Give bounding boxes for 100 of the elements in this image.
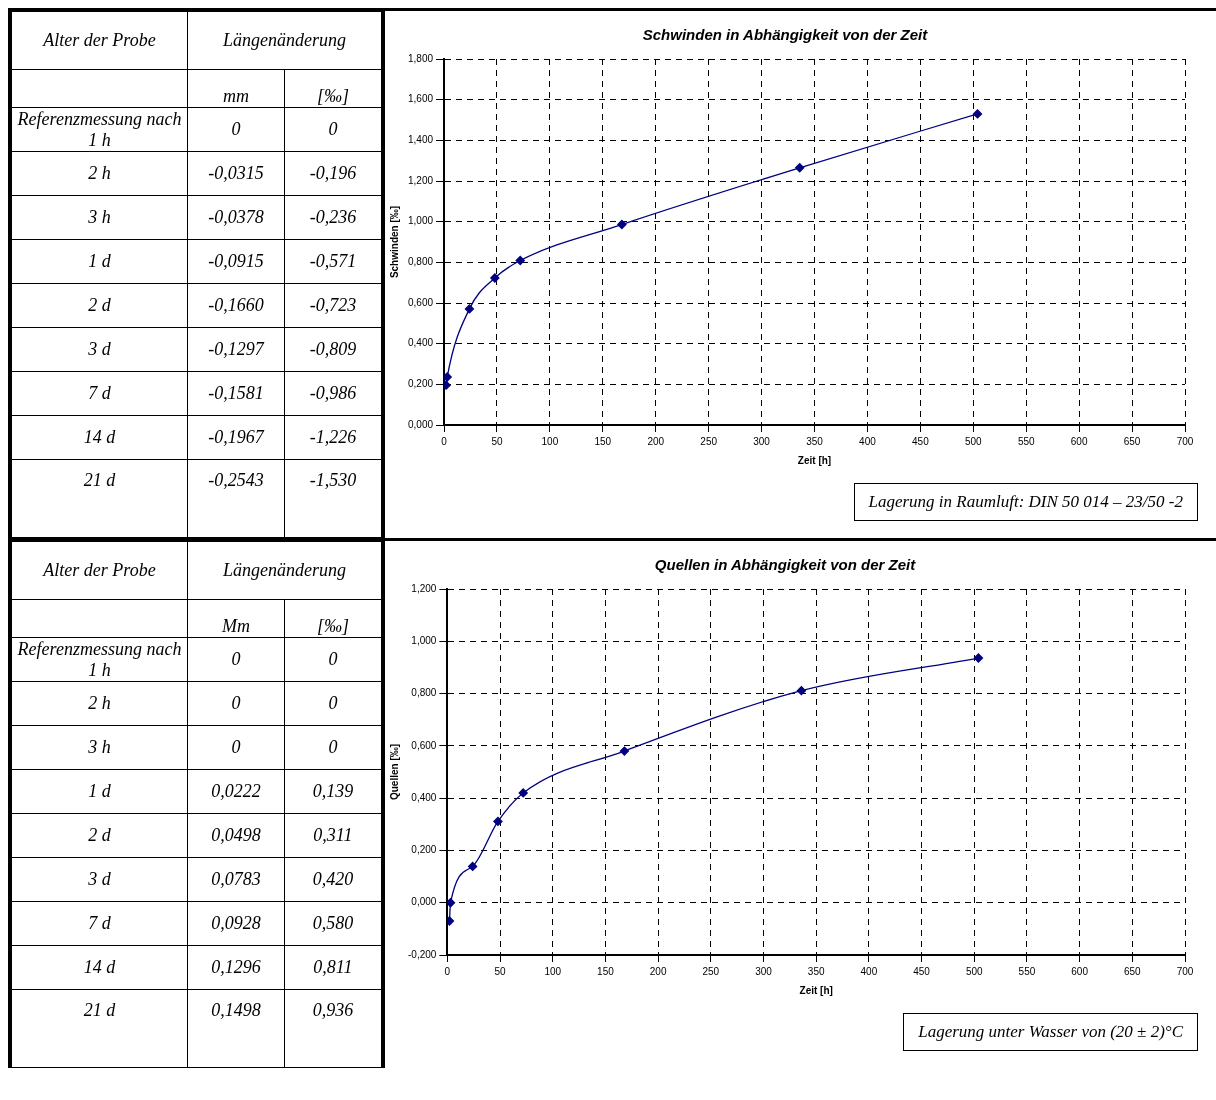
y-tick-label: 1,000 [411,635,437,647]
x-tick-label: 250 [702,965,720,977]
text: mm [187,69,285,108]
x-tick-label: 550 [1018,965,1036,977]
category-label: 3 d [11,327,188,372]
category-label: 1 d [11,239,188,284]
data-label: -0,1967 [187,415,285,460]
y-tick-label: 0,800 [407,256,434,268]
x-tick-label: 300 [753,435,771,447]
y-tick-label: 0,800 [411,687,437,699]
x-tick-label: 100 [544,965,562,977]
category-label: 3 h [11,195,188,240]
text: Alter der Probe [11,11,188,70]
category-label: 3 d [11,857,188,902]
data-label: 0,1296 [187,945,285,990]
category-label: 3 h [11,725,188,770]
y-tick-label: 1,600 [407,93,434,105]
x-tick-label: 250 [700,435,718,447]
x-tick-label: 450 [912,965,931,977]
y-axis-title: Quellen [‰] [388,743,400,801]
text: Alter der Probe [11,541,188,600]
data-label: 0 [187,637,285,682]
category-label: 7 d [11,371,188,416]
x-tick-label: 50 [491,435,503,447]
chart-title: Schwinden in Abhängigkeit von der Zeit [642,26,928,44]
text: [‰] [284,69,382,108]
y-tick-label: 1,400 [407,134,434,146]
data-label: 0,936 [284,989,382,1068]
data-label: -1,226 [284,415,382,460]
x-tick-label: 400 [860,965,878,977]
category-label: 7 d [11,901,188,946]
x-axis-title: Zeit [h] [799,984,833,996]
data-label: 0,811 [284,945,382,990]
category-label: Referenzmessung nach 1 h [11,637,188,682]
y-tick-label: 0,200 [407,378,434,390]
data-label: -0,2543 [187,459,285,538]
y-tick-label: 0,400 [407,337,434,349]
data-label: -0,571 [284,239,382,284]
x-tick-label: 350 [805,435,824,447]
x-tick-label: 0 [444,965,451,977]
y-tick-label: 0,200 [411,844,437,856]
category-label: 2 h [11,681,188,726]
data-label: -0,986 [284,371,382,416]
x-tick-label: 350 [807,965,825,977]
data-label: 0,311 [284,813,382,858]
text: [‰] [284,599,382,638]
data-label: -0,196 [284,151,382,196]
x-tick-label: 600 [1071,965,1089,977]
y-tick-label: 0,000 [407,418,434,430]
data-label: -0,1581 [187,371,285,416]
x-tick-label: 200 [649,965,667,977]
x-tick-label: 50 [494,965,506,977]
data-label: 0 [187,681,285,726]
y-tick-label: -0,200 [407,948,437,960]
x-tick-label: 100 [541,435,559,447]
text: Lagerung in Raumluft: DIN 50 014 – 23/50 -2 [853,483,1198,521]
y-tick-label: 1,200 [407,174,434,186]
category-label: Referenzmessung nach 1 h [11,107,188,152]
x-tick-label: 150 [594,435,612,447]
text: Längenänderung [187,541,382,600]
x-tick-label: 500 [965,965,983,977]
data-label: 0 [284,681,382,726]
category-label: 21 d [11,989,188,1068]
x-tick-label: 200 [647,435,665,447]
data-label: -0,236 [284,195,382,240]
data-label: 0,0928 [187,901,285,946]
data-label: -1,530 [284,459,382,538]
x-tick-label: 650 [1123,965,1141,977]
data-label: -0,1660 [187,283,285,328]
x-tick-label: 450 [911,435,929,447]
x-tick-label: 150 [596,965,614,977]
data-label: -0,0915 [187,239,285,284]
y-tick-label: 1,800 [407,52,434,64]
data-label: 0 [284,637,382,682]
x-tick-label: 600 [1070,435,1088,447]
category-label: 21 d [11,459,188,538]
text: Mm [187,599,285,638]
x-tick-label: 700 [1176,965,1194,977]
data-label: -0,1297 [187,327,285,372]
x-tick-label: 400 [858,435,876,447]
y-tick-label: 0,600 [411,739,437,751]
y-tick-label: 1,200 [411,582,437,594]
category-label: 14 d [11,415,188,460]
data-label: 0,139 [284,769,382,814]
data-label: 0,420 [284,857,382,902]
data-label: -0,0315 [187,151,285,196]
x-tick-label: 650 [1123,435,1141,447]
category-label: 2 d [11,283,188,328]
data-label: -0,723 [284,283,382,328]
y-tick-label: 0,600 [407,296,434,308]
data-label: 0,0222 [187,769,285,814]
x-tick-label: 550 [1017,435,1035,447]
chart-title: Quellen in Abhängigkeit von der Zeit [654,556,916,574]
y-tick-label: 1,000 [407,215,434,227]
category-label: 2 d [11,813,188,858]
text: Längenänderung [187,11,382,70]
category-label: 14 d [11,945,188,990]
data-label: -0,809 [284,327,382,372]
y-axis-title: Schwinden [‰] [388,205,400,279]
data-label: 0 [187,107,285,152]
